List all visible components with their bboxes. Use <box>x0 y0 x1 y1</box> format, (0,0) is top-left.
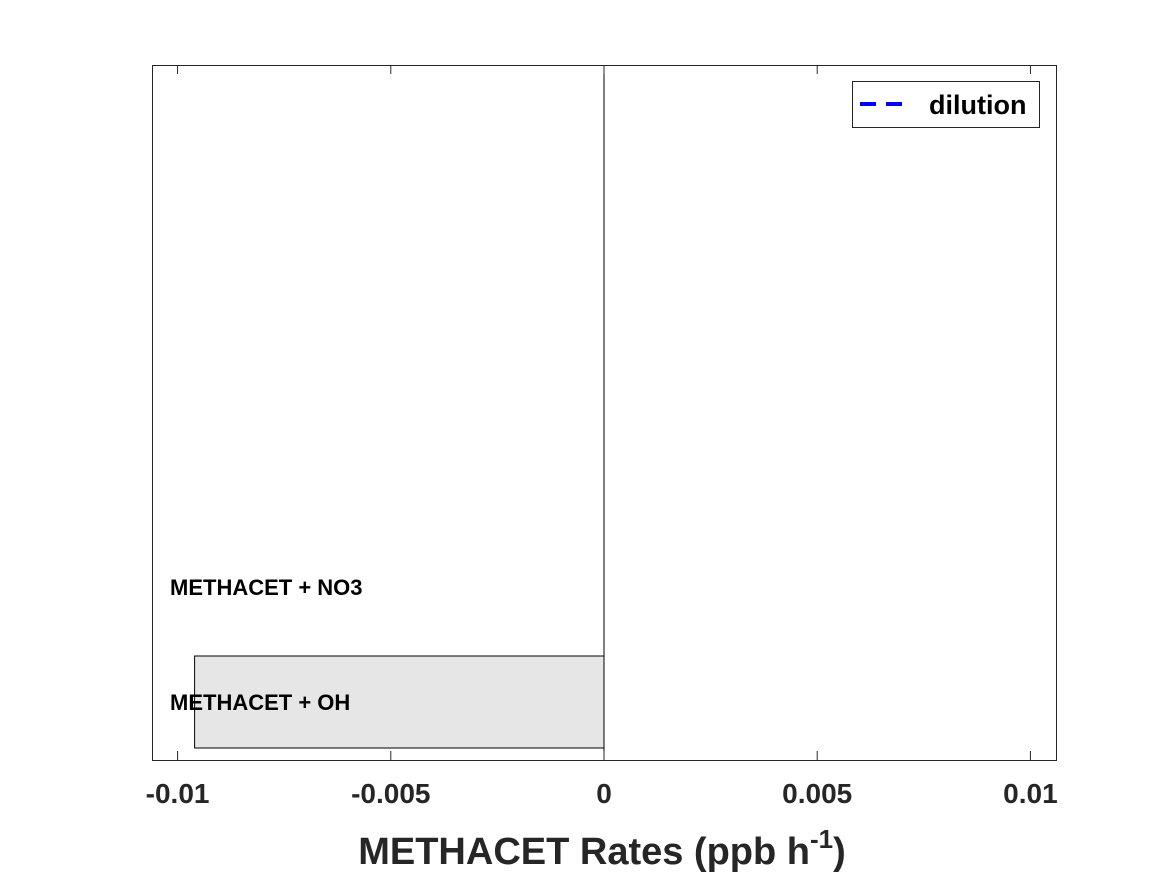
x-tick-label-4: 0.01 <box>1003 778 1058 809</box>
bar-labels-group: METHACET + OH METHACET + NO3 <box>170 575 363 715</box>
bar-label-0: METHACET + OH <box>170 690 350 715</box>
legend-label-dilution: dilution <box>929 90 1026 120</box>
x-tick-label-0: -0.01 <box>146 778 210 809</box>
bar-0 <box>194 655 605 749</box>
ticks-group <box>177 65 1031 760</box>
legend: dilution <box>852 81 1040 128</box>
x-tick-label-1: -0.005 <box>351 778 430 809</box>
tick-labels-group: -0.01 -0.005 0 0.005 0.01 <box>146 778 1058 809</box>
legend-box <box>852 81 1040 128</box>
x-tick-label-3: 0.005 <box>782 778 852 809</box>
x-tick-label-2: 0 <box>596 778 612 809</box>
x-axis-label: METHACET Rates (ppb h-1) <box>358 824 846 873</box>
bar-label-1: METHACET + NO3 <box>170 575 363 600</box>
bars-group <box>194 655 605 749</box>
